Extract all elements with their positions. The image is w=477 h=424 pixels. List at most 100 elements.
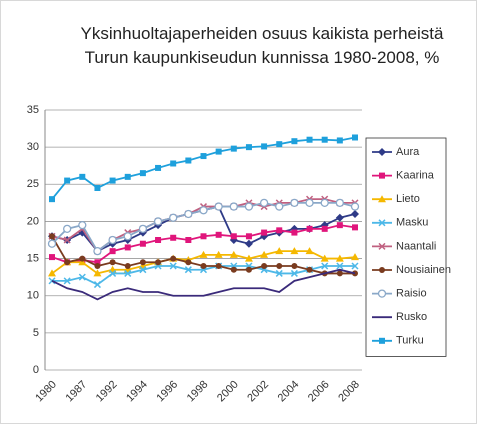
marker — [276, 227, 283, 234]
marker — [155, 259, 162, 266]
marker — [275, 247, 284, 255]
marker — [124, 173, 131, 180]
y-tick-label: 25 — [27, 178, 39, 190]
marker — [78, 220, 87, 230]
marker — [336, 262, 344, 270]
marker — [245, 233, 252, 240]
y-tick-label: 20 — [27, 215, 39, 227]
marker — [321, 262, 329, 270]
marker — [335, 254, 344, 262]
marker — [275, 202, 284, 211]
marker — [63, 277, 71, 285]
marker — [305, 247, 314, 255]
marker — [200, 153, 207, 160]
marker — [48, 269, 56, 277]
marker — [169, 262, 177, 270]
marker — [139, 240, 146, 247]
marker — [64, 177, 71, 184]
y-tick-label: 0 — [33, 364, 39, 376]
x-tick-label: 2004 — [276, 379, 302, 405]
legend-label: Nousiainen — [396, 264, 451, 276]
marker — [94, 259, 101, 266]
legend-label: Turku — [396, 335, 424, 347]
x-tick-label: 1987 — [64, 379, 90, 405]
marker — [49, 233, 55, 240]
marker — [139, 266, 147, 274]
marker — [48, 277, 56, 285]
marker — [124, 244, 131, 251]
series-line — [51, 268, 356, 301]
marker — [378, 219, 386, 227]
marker — [214, 250, 223, 258]
marker — [276, 263, 283, 269]
marker — [260, 250, 269, 258]
marker — [290, 269, 298, 277]
legend-label: Naantali — [396, 240, 436, 252]
x-tick-label: 1994 — [124, 379, 150, 405]
marker — [200, 263, 207, 269]
marker — [244, 254, 253, 262]
marker — [215, 231, 222, 238]
marker — [185, 157, 192, 164]
x-tick-label: 1992 — [94, 379, 120, 405]
marker — [305, 198, 314, 208]
legend-label: Masku — [396, 217, 428, 229]
marker — [335, 198, 345, 208]
series — [49, 222, 358, 266]
marker — [184, 266, 192, 274]
marker — [185, 237, 192, 243]
chart-title: Yksinhuoltajaperheiden osuus kaikista pe… — [80, 24, 444, 67]
marker — [352, 224, 358, 231]
marker — [244, 202, 254, 211]
marker — [199, 206, 208, 215]
marker — [379, 337, 385, 344]
marker — [377, 289, 387, 298]
legend-label: Lieto — [396, 193, 420, 205]
marker — [63, 224, 72, 234]
marker — [379, 267, 385, 273]
y-tick-label: 30 — [27, 141, 39, 153]
marker — [229, 202, 238, 211]
marker — [108, 235, 117, 245]
marker — [214, 202, 223, 211]
marker — [352, 134, 358, 141]
marker — [291, 263, 298, 269]
marker — [170, 255, 177, 262]
marker — [335, 213, 344, 222]
legend-label: Rusko — [396, 311, 427, 323]
marker — [109, 259, 116, 266]
marker — [93, 246, 102, 256]
marker — [320, 254, 329, 262]
marker — [245, 144, 252, 151]
x-tick-label: 2008 — [336, 379, 362, 405]
marker — [351, 253, 359, 261]
marker — [155, 237, 162, 243]
marker — [139, 170, 146, 177]
y-tick-label: 5 — [33, 327, 39, 339]
y-tick-label: 15 — [27, 252, 39, 264]
marker — [109, 248, 116, 255]
marker — [47, 239, 57, 248]
series — [47, 198, 360, 256]
marker — [336, 222, 343, 229]
marker — [291, 138, 298, 145]
marker — [215, 263, 222, 269]
marker — [350, 202, 360, 211]
marker — [93, 281, 101, 289]
marker — [215, 148, 222, 155]
marker — [109, 177, 116, 184]
marker — [336, 137, 343, 144]
x-tick-label: 1996 — [154, 379, 180, 405]
marker — [291, 229, 298, 236]
marker — [49, 254, 55, 261]
marker — [245, 266, 252, 273]
marker — [378, 242, 386, 250]
marker — [63, 236, 71, 244]
marker — [378, 148, 386, 156]
marker — [306, 266, 313, 273]
x-tick-label: 2006 — [306, 379, 332, 405]
legend-label: Aura — [396, 146, 420, 158]
marker — [321, 225, 328, 232]
marker — [78, 258, 87, 266]
